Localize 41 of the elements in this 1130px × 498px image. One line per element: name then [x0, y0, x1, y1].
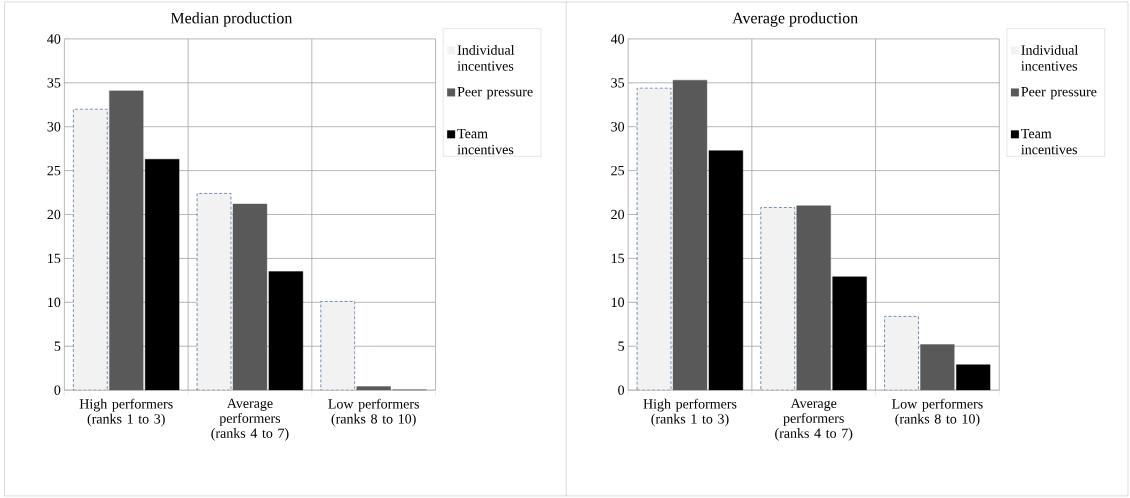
y-tick-label: 20	[611, 209, 625, 220]
x-tick-label: Low performers (ranks 8 to 10)	[892, 398, 983, 427]
bar	[636, 87, 672, 391]
legend-label: Individual incentives	[457, 44, 515, 71]
x-tick-label: High performers (ranks 1 to 3)	[79, 398, 173, 427]
x-tick-label: Low performers (ranks 8 to 10)	[328, 398, 419, 427]
y-tick-label: 40	[610, 34, 625, 44]
y-tick-label: 10	[48, 297, 61, 308]
bar	[708, 150, 744, 391]
legend-label: Team incentives	[1021, 129, 1078, 155]
x-tick-label: Average performers (ranks 4 to 7)	[211, 398, 289, 441]
y-tick-label: 5	[618, 341, 625, 351]
y-tick-label: 15	[611, 253, 625, 264]
y-tick-label: 20	[47, 209, 61, 220]
bar	[760, 207, 796, 391]
y-tick-label: 35	[611, 78, 625, 88]
legend-label: Peer pressure	[457, 87, 533, 100]
bar	[73, 108, 108, 391]
y-tick-label: 25	[611, 165, 625, 176]
x-tick-label: Average performers (ranks 4 to 7)	[775, 398, 853, 441]
y-tick-label: 30	[47, 122, 61, 132]
y-tick-label: 0	[618, 385, 625, 395]
bar	[832, 276, 867, 391]
chart-title: Median production	[170, 12, 293, 27]
y-tick-label: 10	[611, 297, 625, 308]
bar	[884, 316, 919, 391]
legend-label: Team incentives	[457, 129, 514, 155]
bar	[956, 364, 991, 391]
chart-title: Average production	[732, 12, 858, 27]
bar	[320, 301, 356, 391]
y-tick-label: 0	[54, 385, 61, 395]
y-tick-label: 5	[54, 341, 61, 351]
y-tick-label: 25	[47, 165, 61, 176]
legend-label: Peer pressure	[1021, 87, 1097, 100]
y-tick-label: 40	[47, 34, 61, 44]
legend-label: Individual incentives	[1021, 44, 1079, 71]
y-tick-label: 35	[47, 78, 61, 88]
bar	[196, 193, 232, 391]
y-tick-label: 30	[611, 122, 625, 132]
y-tick-label: 15	[48, 253, 61, 264]
x-tick-label: High performers (ranks 1 to 3)	[643, 398, 737, 427]
